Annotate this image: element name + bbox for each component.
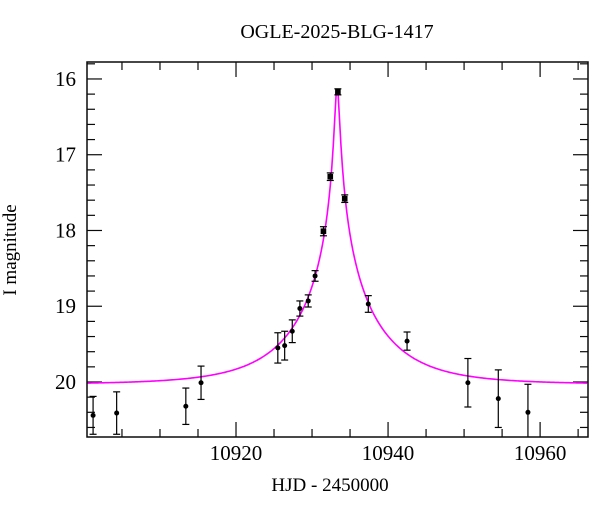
- data-point: [525, 409, 531, 415]
- data-point: [275, 345, 281, 351]
- data-point-group: [288, 319, 296, 344]
- data-point-group: [281, 330, 289, 361]
- x-tick-label: 10940: [362, 441, 415, 465]
- data-point: [465, 380, 471, 386]
- data-point-group: [296, 300, 304, 317]
- data-point: [114, 410, 120, 416]
- data-point: [289, 328, 295, 334]
- data-point-group: [326, 172, 334, 182]
- y-tick-label: 18: [55, 218, 76, 242]
- data-point-group: [274, 332, 282, 364]
- y-tick-label: 19: [55, 294, 76, 318]
- x-tick-label: 10960: [514, 441, 567, 465]
- plot-frame: [86, 61, 589, 438]
- y-tick-label: 17: [55, 143, 76, 167]
- data-point: [282, 343, 288, 349]
- data-point: [183, 403, 189, 409]
- data-point-group: [113, 391, 121, 435]
- data-point: [312, 273, 318, 279]
- data-point-group: [341, 194, 349, 204]
- data-point-group: [89, 395, 97, 435]
- chart-title: OGLE-2025-BLG-1417: [240, 21, 433, 43]
- data-point: [365, 301, 371, 307]
- x-axis-label: HJD - 2450000: [271, 475, 388, 496]
- data-point-group: [494, 369, 502, 429]
- data-point-group: [464, 357, 472, 408]
- data-point-group: [403, 331, 411, 351]
- data-point-group: [304, 294, 312, 308]
- data-point: [297, 306, 303, 312]
- data-point-group: [197, 365, 205, 401]
- data-point: [495, 396, 501, 402]
- y-tick-label: 20: [55, 370, 76, 394]
- data-point: [90, 412, 96, 418]
- data-point: [198, 380, 204, 386]
- data-point: [341, 195, 348, 202]
- model-curve: [87, 89, 588, 384]
- data-point-group: [364, 295, 372, 313]
- data-point: [305, 298, 311, 304]
- data-point: [320, 228, 327, 235]
- data-point-group: [311, 270, 319, 282]
- data-point-group: [524, 383, 532, 437]
- x-tick-label: 10920: [210, 441, 263, 465]
- data-point-group: [319, 226, 327, 237]
- data-point: [404, 338, 410, 344]
- data-point: [335, 89, 341, 95]
- y-tick-label: 16: [55, 67, 76, 91]
- y-axis-label: I magnitude: [0, 204, 21, 295]
- data-point: [327, 173, 334, 180]
- data-point-group: [182, 387, 190, 426]
- data-point-group: [334, 88, 342, 96]
